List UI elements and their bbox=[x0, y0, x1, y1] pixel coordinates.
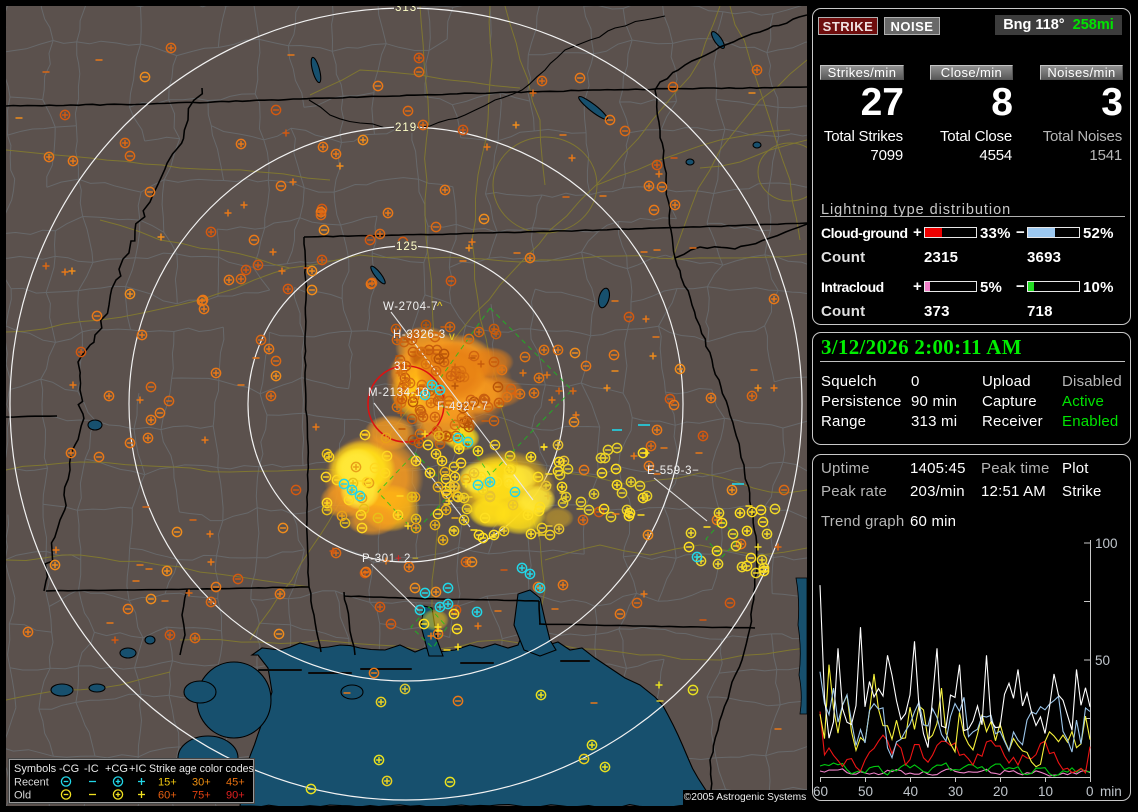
svg-text:45+: 45+ bbox=[226, 777, 245, 789]
svg-text:−: − bbox=[497, 401, 504, 413]
svg-text:H-3326-3: H-3326-3 bbox=[393, 329, 446, 341]
svg-text:-IC: -IC bbox=[84, 763, 99, 775]
svg-text:125: 125 bbox=[396, 241, 418, 253]
svg-text:30+: 30+ bbox=[192, 777, 211, 789]
svg-text:+: + bbox=[395, 553, 402, 565]
svg-text:+IC: +IC bbox=[129, 763, 146, 775]
svg-text:219: 219 bbox=[395, 122, 417, 134]
svg-text:31: 31 bbox=[394, 361, 408, 373]
svg-text:−: − bbox=[412, 553, 419, 565]
svg-text:^: ^ bbox=[437, 301, 443, 313]
svg-text:Symbols: Symbols bbox=[14, 763, 57, 775]
svg-text:60+: 60+ bbox=[158, 790, 177, 802]
svg-text:313: 313 bbox=[395, 6, 417, 14]
svg-text:Old: Old bbox=[14, 790, 31, 802]
svg-text:15+: 15+ bbox=[158, 777, 177, 789]
svg-text:v: v bbox=[449, 331, 455, 343]
svg-text:75+: 75+ bbox=[192, 790, 211, 802]
svg-text:-CG: -CG bbox=[59, 763, 79, 775]
svg-text:2: 2 bbox=[404, 553, 411, 565]
svg-text:Recent: Recent bbox=[14, 777, 49, 789]
svg-text:+CG: +CG bbox=[105, 763, 128, 775]
svg-text:M-2134-10: M-2134-10 bbox=[368, 387, 429, 399]
svg-text:F-4927-7: F-4927-7 bbox=[437, 401, 488, 413]
svg-text:P-301: P-301 bbox=[362, 553, 396, 565]
svg-text:Strike age color codes: Strike age color codes bbox=[149, 763, 253, 775]
svg-text:90+: 90+ bbox=[226, 790, 245, 802]
svg-text:W-2704-7: W-2704-7 bbox=[383, 301, 438, 313]
svg-text:E-559-3−: E-559-3− bbox=[647, 465, 699, 477]
